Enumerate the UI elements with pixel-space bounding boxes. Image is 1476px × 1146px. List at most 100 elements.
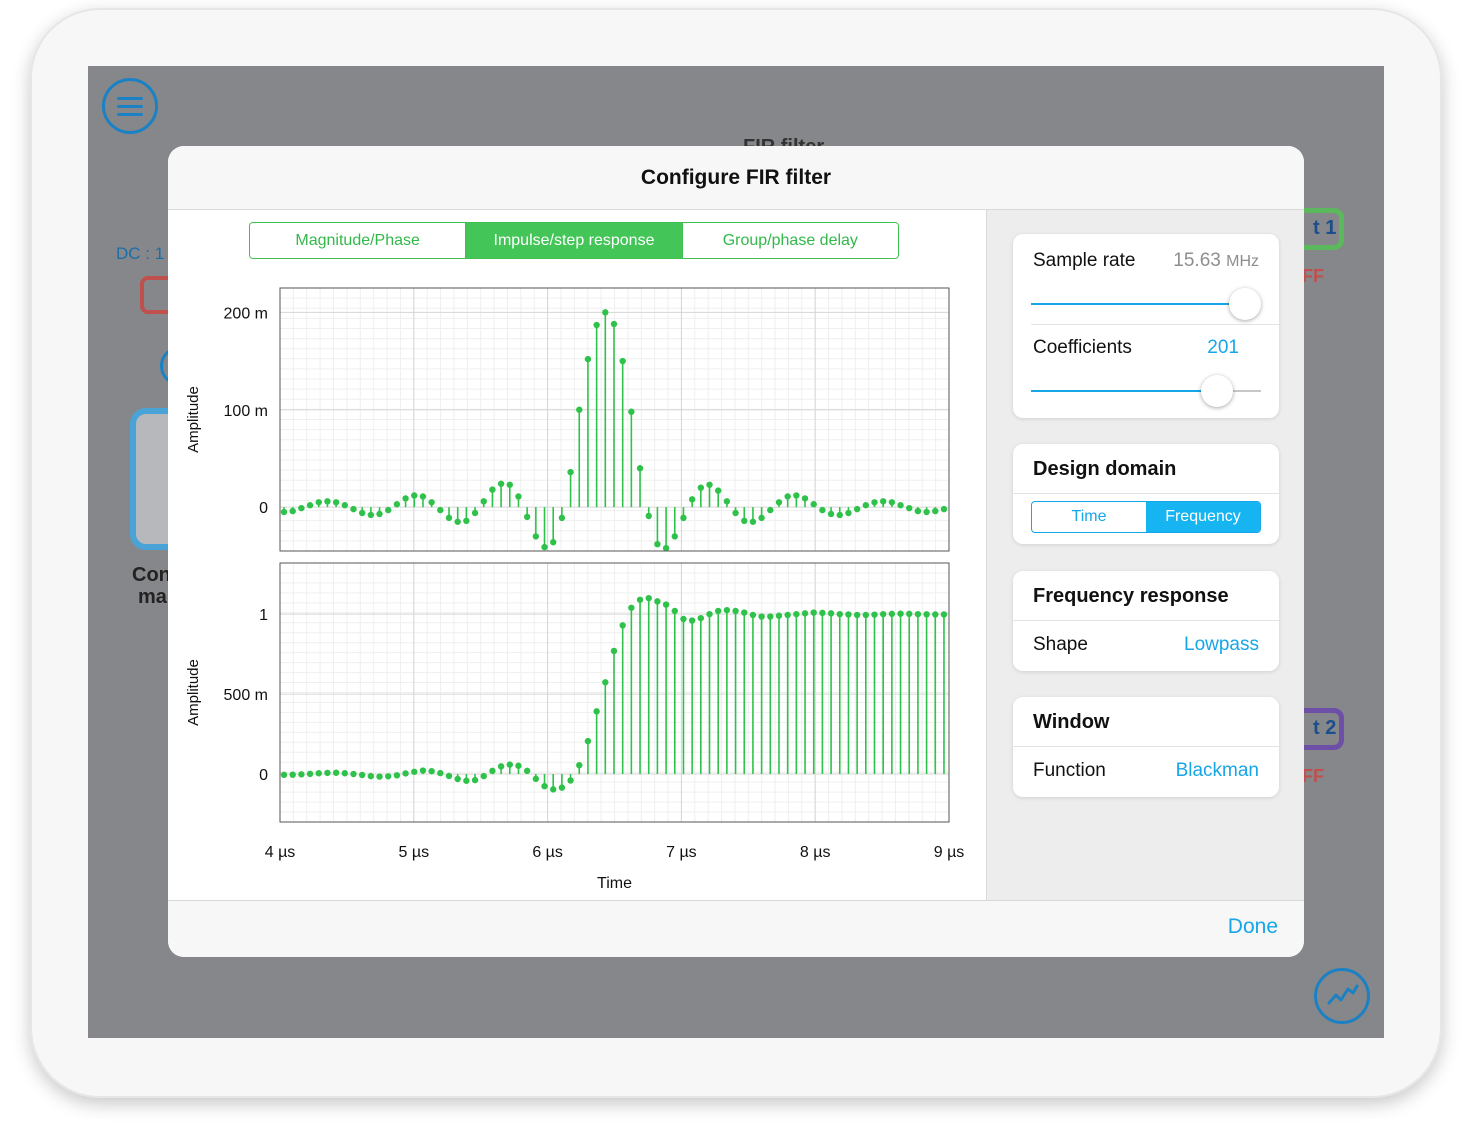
dialog-title: Configure FIR filter [640, 166, 832, 189]
stem-point [654, 598, 661, 605]
coefficients-value[interactable]: 201 [1207, 337, 1239, 358]
stem-point [758, 514, 765, 522]
stem-point [923, 611, 930, 618]
stem-point [879, 610, 887, 618]
shape-value[interactable]: Lowpass [1184, 634, 1259, 655]
stem-point [793, 610, 800, 618]
stem-point [932, 611, 939, 618]
stem-point [411, 768, 418, 775]
stem-point [810, 609, 817, 616]
y-tick-label: 100 m [224, 403, 268, 420]
tab-magnitude-phase[interactable]: Magnitude/Phase [250, 223, 467, 258]
stem-point [706, 610, 713, 618]
stem-point [506, 761, 513, 768]
stem-point [471, 776, 479, 784]
design-domain-card: Design domain Time Frequency [1013, 444, 1279, 544]
stem-point [515, 493, 522, 500]
stem-point [723, 606, 731, 614]
stem-point [385, 773, 392, 780]
stem-point [741, 517, 748, 525]
oscilloscope-icon[interactable] [1314, 968, 1370, 1024]
stem-point [836, 610, 843, 618]
stem-point [680, 514, 687, 522]
tab-group-phase-delay[interactable]: Group/phase delay [682, 223, 898, 258]
stem-point [289, 507, 296, 515]
stem-point [280, 771, 288, 779]
dialog-header: Configure FIR filter [168, 146, 1304, 210]
coefficients-slider[interactable] [1031, 371, 1261, 411]
stem-point [836, 511, 843, 519]
stem-point [332, 499, 340, 506]
window-function-row[interactable]: Function Blackman [1013, 747, 1279, 795]
stem-point [636, 465, 644, 472]
stem-point [662, 544, 670, 552]
shape-row[interactable]: Shape Lowpass [1013, 621, 1279, 669]
y-axis-label: Amplitude [185, 386, 202, 453]
done-button[interactable]: Done [1227, 915, 1278, 938]
stem-point [732, 607, 739, 615]
coefficients-slider-thumb[interactable] [1201, 375, 1234, 407]
stem-point [550, 786, 557, 793]
stem-point [775, 499, 783, 506]
stem-point [810, 501, 817, 508]
y-tick-label: 0 [259, 767, 268, 784]
stem-point [602, 309, 609, 316]
stem-point [393, 772, 401, 779]
stem-point [497, 480, 505, 487]
stem-point [697, 484, 705, 491]
frequency-response-title: Frequency response [1013, 571, 1279, 621]
stem-point [419, 767, 427, 774]
stem-point [862, 502, 870, 509]
dc-label: DC : 1 [116, 244, 165, 263]
design-domain-time[interactable]: Time [1071, 508, 1107, 525]
window-function-value[interactable]: Blackman [1175, 760, 1259, 781]
stem-point [827, 510, 835, 518]
stem-point [680, 615, 687, 623]
stem-point [871, 499, 878, 506]
stem-point [853, 611, 861, 619]
plot-border [279, 287, 950, 552]
fir-config-dialog: Configure FIR filter Magnitude/Phase Imp… [168, 146, 1304, 957]
stem-point [584, 355, 592, 363]
stem-point [914, 507, 922, 515]
stem-point [888, 610, 896, 618]
stem-point [463, 777, 470, 784]
stem-point [471, 509, 479, 517]
stem-point [584, 737, 592, 745]
stem-point [315, 770, 322, 777]
design-domain-title: Design domain [1013, 444, 1279, 494]
stem-point [445, 772, 453, 780]
stem-point [714, 607, 722, 615]
stem-point [906, 504, 913, 512]
stem-point [767, 506, 774, 514]
stem-point [688, 496, 696, 503]
stem-point [688, 617, 696, 624]
stem-point [324, 498, 331, 505]
stem-point [706, 481, 713, 488]
stem-point [315, 499, 322, 506]
y-tick-label: 500 m [224, 687, 268, 704]
design-domain-frequency[interactable]: Frequency [1146, 502, 1260, 532]
stem-point [358, 771, 366, 779]
settings-pane: Sample rate 15.63 MHz Coefficients 201 D… [986, 210, 1304, 900]
stem-point [906, 610, 913, 618]
stem-point [541, 543, 548, 551]
output-2-state: FF [1302, 766, 1324, 786]
x-axis-label: Time [597, 875, 632, 892]
tab-impulse-step-response[interactable]: Impulse/step response [466, 223, 683, 258]
sample-rate-slider[interactable] [1031, 284, 1261, 324]
stem-point [541, 782, 548, 790]
stem-point [376, 773, 383, 780]
stem-point [376, 510, 383, 518]
window-card: Window Function Blackman [1013, 697, 1279, 797]
sample-rate-slider-thumb[interactable] [1228, 288, 1261, 320]
menu-icon[interactable] [102, 78, 158, 134]
stem-point [671, 533, 678, 540]
stem-point [714, 487, 722, 494]
stem-point [454, 775, 461, 783]
stem-point [515, 762, 522, 769]
stem-point [862, 611, 870, 619]
sample-rate-row: Sample rate 15.63 MHz [1013, 234, 1279, 284]
stem-point [671, 607, 678, 615]
stem-point [819, 506, 826, 514]
